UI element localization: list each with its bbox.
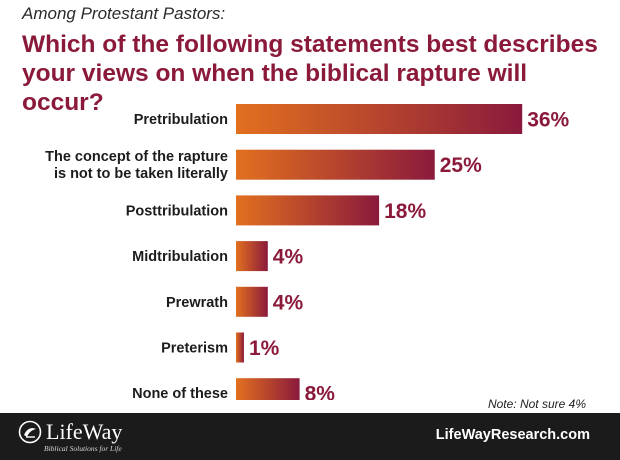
bar [236, 104, 523, 134]
footnote: Note: Not sure 4% [487, 397, 586, 411]
bar [236, 241, 268, 272]
lifeway-logo[interactable]: LifeWay [18, 420, 122, 444]
category-label: Posttribulation [126, 203, 228, 219]
bar [236, 149, 435, 180]
chart-subtitle: Among Protestant Pastors: [22, 4, 226, 23]
footer-bar: LifeWay Biblical Solutions for Life Life… [0, 413, 620, 460]
bar [236, 195, 380, 226]
category-label: Pretribulation [134, 112, 228, 128]
lifeway-logo-icon [18, 420, 42, 444]
value-label: 8% [305, 383, 336, 400]
value-label: 4% [273, 291, 304, 314]
value-label: 4% [273, 246, 304, 269]
value-label: 36% [527, 109, 569, 132]
category-label: The concept of the rapture [45, 149, 228, 165]
value-label: 1% [249, 337, 280, 360]
value-label: 18% [384, 200, 426, 223]
category-label: Midtribulation [132, 249, 228, 265]
bar [236, 332, 244, 363]
logo-text: LifeWay [46, 419, 123, 444]
bar [236, 378, 300, 400]
value-label: 25% [440, 154, 482, 177]
website-link[interactable]: LifeWayResearch.com [435, 427, 590, 443]
logo-tagline: Biblical Solutions for Life [44, 444, 122, 453]
category-label: None of these [132, 386, 228, 400]
category-label: is not to be taken literally [54, 166, 228, 182]
bar [236, 286, 268, 317]
bar-chart: 36% Pretribulation 25% The concept of the r… [45, 104, 570, 400]
chart-title: Which of the following statements best d… [22, 31, 598, 116]
category-label: Prewrath [166, 295, 228, 311]
category-label: Preterism [161, 341, 228, 357]
